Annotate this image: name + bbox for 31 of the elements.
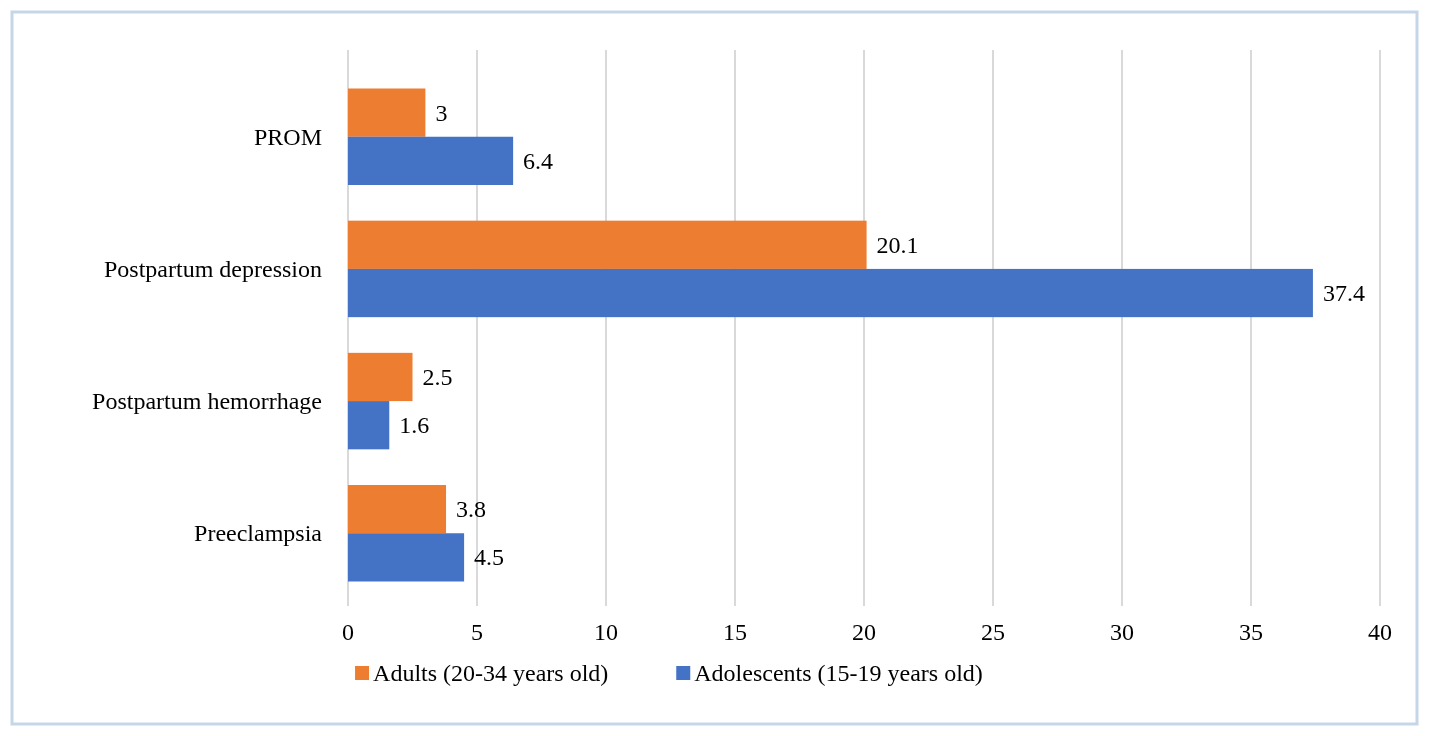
bar	[348, 533, 465, 582]
legend-label: Adolescents (15-19 years old)	[694, 660, 983, 686]
x-tick-label: 35	[1239, 619, 1263, 645]
x-tick-label: 10	[594, 619, 618, 645]
data-label: 1.6	[399, 412, 430, 439]
legend-label: Adults (20-34 years old)	[373, 660, 609, 686]
y-tick-label: Postpartum hemorrhage	[92, 388, 322, 415]
bar	[348, 401, 390, 450]
x-tick-label: 30	[1110, 619, 1134, 645]
y-tick-label: Preeclampsia	[194, 520, 323, 547]
bar	[348, 485, 447, 534]
data-label: 3	[435, 99, 448, 126]
y-tick-label: Postpartum depression	[104, 255, 322, 282]
bar	[348, 136, 514, 185]
x-tick-label: 0	[342, 619, 354, 645]
x-tick-label: 40	[1368, 619, 1392, 645]
x-tick-label: 25	[981, 619, 1005, 645]
x-tick-label: 5	[471, 619, 483, 645]
data-label: 37.4	[1322, 280, 1365, 307]
bar	[348, 352, 413, 402]
data-label: 3.8	[456, 496, 487, 523]
data-label: 2.5	[422, 363, 453, 390]
y-tick-label: PROM	[253, 123, 322, 150]
data-label: 20.1	[876, 231, 919, 258]
bar	[348, 88, 426, 137]
x-tick-label: 20	[852, 619, 876, 645]
bar	[348, 268, 1313, 318]
bar	[348, 220, 867, 269]
x-tick-label: 15	[723, 619, 747, 645]
data-label: 4.5	[474, 544, 505, 571]
data-label: 6.4	[523, 147, 554, 174]
